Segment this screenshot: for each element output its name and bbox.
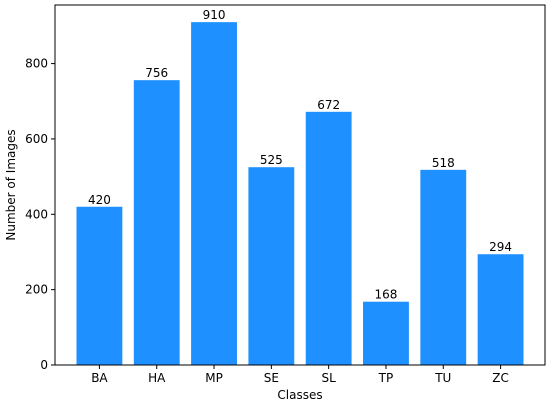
x-tick-label: BA <box>91 371 108 385</box>
y-tick-label: 600 <box>25 132 48 146</box>
bar <box>248 167 295 365</box>
x-tick-label: SL <box>321 371 336 385</box>
value-label: 525 <box>260 153 283 167</box>
x-tick-label: TP <box>378 371 394 385</box>
bar <box>133 80 180 366</box>
value-label: 672 <box>317 98 340 112</box>
y-tick-label: 800 <box>25 57 48 71</box>
bar <box>76 206 123 365</box>
value-label: 518 <box>432 156 455 170</box>
value-label: 168 <box>375 288 398 302</box>
x-tick-label: ZC <box>492 371 509 385</box>
bar <box>191 22 237 366</box>
y-tick-label: 400 <box>25 207 48 221</box>
bar <box>477 254 524 365</box>
plot-frame <box>54 4 546 366</box>
bar <box>305 111 352 365</box>
value-label: 294 <box>489 240 512 254</box>
x-tick-label: MP <box>205 371 223 385</box>
bar <box>363 301 409 365</box>
x-tick-label: HA <box>148 371 166 385</box>
x-tick-label: TU <box>434 371 451 385</box>
x-axis-label: Classes <box>277 388 322 402</box>
value-label: 910 <box>203 8 226 22</box>
bar <box>420 169 467 365</box>
value-label: 756 <box>145 66 168 80</box>
y-axis-label: Number of Images <box>4 129 18 240</box>
y-tick-label: 200 <box>25 283 48 297</box>
y-tick-label: 0 <box>40 358 48 372</box>
value-label: 420 <box>88 193 111 207</box>
x-tick-label: SE <box>264 371 279 385</box>
